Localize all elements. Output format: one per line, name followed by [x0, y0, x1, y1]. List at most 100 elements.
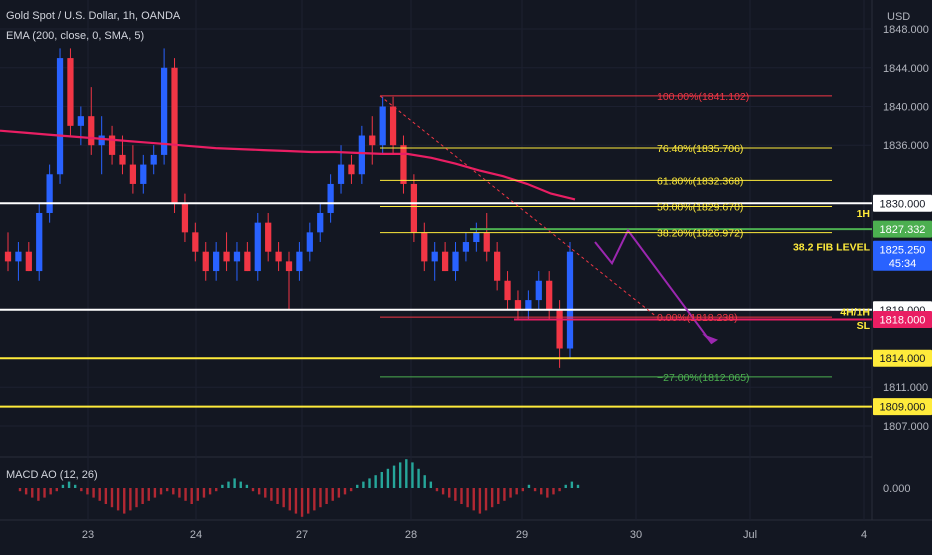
ema-indicator-label: EMA (200, close, 0, SMA, 5) — [6, 30, 145, 42]
macd-histogram-bar — [380, 472, 383, 488]
macd-histogram-bar — [147, 488, 150, 501]
time-tick-label: Jul — [743, 529, 757, 541]
candle-body — [379, 106, 386, 146]
time-tick-label: 30 — [630, 529, 642, 541]
macd-histogram-bar — [264, 488, 267, 498]
macd-histogram-bar — [215, 488, 218, 492]
annotation-4h-1h: 4H/1H — [840, 307, 870, 319]
macd-label: MACD AO (12, 26) — [6, 469, 98, 481]
time-tick-label: 4 — [861, 529, 867, 541]
candle-body — [171, 67, 178, 204]
candle-body — [337, 164, 345, 184]
macd-histogram-bar — [558, 488, 561, 492]
macd-histogram-bar — [31, 488, 34, 498]
macd-histogram-bar — [49, 488, 52, 495]
chart-title: Gold Spot / U.S. Dollar, 1h, OANDA — [6, 10, 181, 22]
candle-body — [556, 309, 563, 349]
candle-body — [369, 135, 376, 146]
macd-histogram-bar — [141, 488, 144, 504]
macd-histogram-bar — [570, 481, 574, 488]
fib-level-label: 0.00%(1818.238) — [657, 312, 738, 324]
macd-histogram-bar — [251, 488, 255, 492]
price-tick-label: 1848.000 — [883, 24, 929, 36]
candle-body — [265, 222, 272, 252]
candle-body — [77, 116, 84, 126]
candle-body — [525, 300, 532, 310]
ema-200-line — [0, 129, 576, 201]
candle-body — [181, 203, 189, 233]
macd-histogram-bar — [509, 488, 512, 498]
macd-histogram-bar — [362, 481, 365, 488]
macd-axis-label: 0.000 — [883, 483, 911, 495]
candle-body — [389, 106, 397, 146]
macd-histogram-bar — [441, 488, 445, 495]
macd-histogram-bar — [67, 481, 71, 488]
macd-histogram-bar — [527, 484, 531, 488]
macd-histogram-bar — [24, 488, 28, 495]
candle-body — [285, 261, 293, 272]
currency-label: USD — [887, 11, 910, 23]
macd-histogram-bar — [257, 488, 261, 495]
macd-histogram-bar — [227, 481, 230, 488]
macd-histogram-bar — [276, 488, 279, 504]
candle-body — [504, 280, 511, 301]
macd-histogram-bar — [221, 484, 224, 488]
macd-histogram-bar — [153, 488, 157, 498]
candle-body — [36, 212, 43, 272]
candle-body — [462, 242, 470, 252]
price-label-badge — [873, 194, 932, 212]
candle-body — [108, 135, 116, 155]
macd-histogram-bar — [417, 468, 420, 488]
macd-histogram-bar — [313, 488, 316, 511]
candle-body — [233, 251, 241, 262]
macd-histogram-bar — [325, 488, 328, 504]
fib-layer: 100.00%(1841.102) 76.40%(1835.706) 61.80%(… — [379, 91, 832, 384]
candle-body — [566, 251, 574, 349]
macd-histogram-bar — [300, 488, 304, 517]
macd-histogram-bar — [448, 488, 451, 498]
macd-histogram-bar — [55, 488, 58, 492]
price-label-badge — [873, 240, 932, 271]
price-label-text: 1809.000 — [880, 402, 926, 414]
candle-body — [431, 251, 438, 262]
macd-histogram-bar — [184, 488, 187, 501]
price-label-badge — [873, 310, 932, 328]
macd-histogram-bar — [123, 488, 126, 514]
time-tick-label: 27 — [296, 529, 308, 541]
macd-histogram-bar — [98, 488, 101, 501]
macd-histogram-bar — [306, 488, 310, 514]
macd-histogram-bar — [398, 462, 402, 488]
candle-body — [306, 232, 313, 252]
time-tick-label: 24 — [190, 529, 202, 541]
candle-body — [150, 154, 157, 165]
candle-body — [254, 222, 261, 272]
fib-level-label: −27.00%(1812.065) — [657, 372, 750, 384]
macd-histogram-bar — [368, 478, 371, 488]
macd-histogram-bar — [172, 488, 175, 495]
candle-body — [514, 300, 522, 310]
macd-histogram-bar — [61, 484, 65, 488]
macd-histogram-bar — [110, 488, 114, 508]
macd-histogram-bar — [73, 484, 77, 488]
macd-histogram-bar — [159, 488, 163, 495]
macd-histogram-bar — [319, 488, 322, 508]
macd-histogram-bar — [165, 488, 169, 492]
candles-layer — [4, 48, 574, 368]
macd-histogram-bar — [540, 488, 543, 495]
macd-histogram-bar — [343, 488, 347, 495]
macd-histogram-bar — [349, 488, 353, 492]
axis-layer: 23 24 27 28 29 30 Jul 4 1848.000 1844.000 1840.000… — [82, 11, 932, 541]
candle-body — [546, 280, 553, 310]
macd-histogram-bar — [92, 488, 95, 498]
price-tick-label: 1836.000 — [883, 140, 929, 152]
fib-level-label: 50.00%(1829.670) — [657, 201, 743, 213]
macd-histogram-bar — [18, 488, 22, 492]
macd-histogram-bar — [202, 488, 206, 498]
candle-body — [223, 251, 230, 262]
macd-histogram-bar — [374, 475, 377, 488]
candle-body — [202, 251, 209, 272]
fib-trend-line — [379, 95, 658, 318]
price-label-badge — [873, 220, 932, 238]
